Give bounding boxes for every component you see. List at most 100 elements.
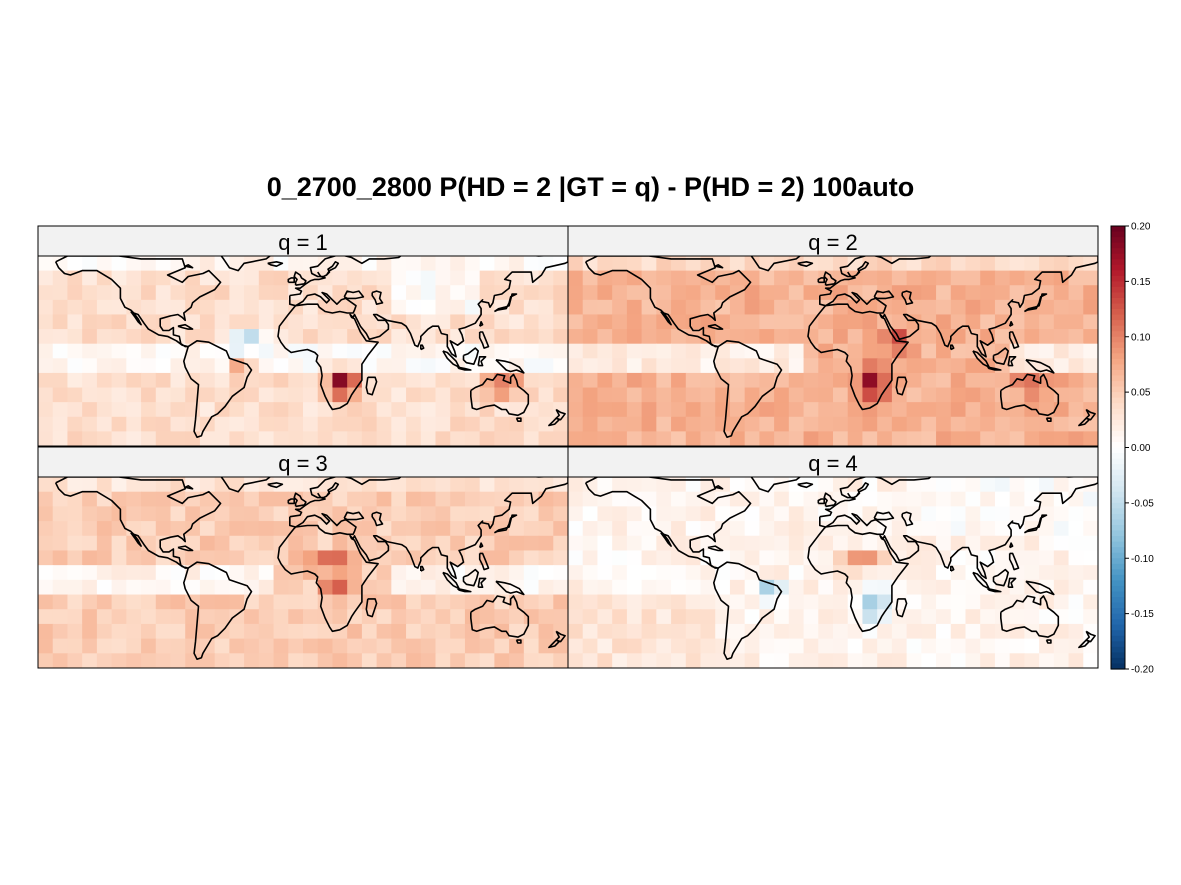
grid-cell	[303, 653, 319, 668]
grid-cell	[671, 372, 687, 389]
grid-cell	[582, 299, 599, 316]
grid-cell	[774, 431, 790, 446]
grid-cell	[523, 372, 540, 389]
grid-cell	[52, 594, 69, 610]
grid-cell	[597, 343, 613, 359]
grid-cell	[538, 623, 554, 640]
grid-cell	[612, 299, 628, 316]
grid-cell	[891, 521, 908, 537]
grid-cell	[332, 550, 348, 566]
colorbar-tick-label: -0.05	[1131, 498, 1154, 509]
grid-cell	[788, 270, 805, 286]
grid-cell	[1039, 299, 1055, 316]
grid-cell	[788, 299, 805, 316]
grid-cell	[1068, 343, 1084, 359]
grid-cell	[891, 256, 908, 272]
grid-cell	[980, 314, 996, 330]
grid-cell	[612, 535, 628, 552]
grid-cell	[1024, 653, 1040, 668]
grid-cell	[1053, 550, 1070, 566]
grid-cell	[332, 609, 348, 625]
grid-cell	[597, 521, 613, 537]
grid-cell	[891, 299, 908, 316]
grid-cell	[229, 343, 245, 359]
grid-cell	[52, 521, 69, 537]
grid-cell	[626, 343, 643, 359]
grid-cell	[612, 343, 628, 359]
grid-cell	[332, 579, 348, 596]
grid-cell	[906, 491, 922, 507]
grid-cell	[612, 431, 628, 446]
grid-cell	[877, 477, 893, 493]
coastline-path	[807, 477, 1098, 633]
coastline-path	[54, 256, 222, 348]
grid-cell	[877, 565, 893, 581]
grid-cell	[96, 506, 113, 522]
grid-cell	[67, 594, 83, 610]
colorbar-band	[1111, 397, 1125, 404]
grid-cell	[141, 638, 157, 654]
grid-cell	[303, 594, 319, 610]
grid-cell	[847, 521, 864, 537]
grid-cell	[626, 431, 643, 446]
grid-cell	[67, 506, 83, 522]
grid-cell	[464, 638, 481, 654]
coastline-path	[130, 532, 142, 547]
grid-cell	[361, 387, 378, 403]
grid-cell	[1053, 402, 1070, 418]
grid-cell	[656, 623, 672, 640]
grid-cell	[729, 550, 746, 566]
colorbar-band	[1111, 480, 1125, 487]
grid-cell	[597, 299, 613, 316]
grid-cell	[479, 256, 495, 272]
grid-cell	[833, 387, 849, 403]
grid-cell	[361, 256, 378, 272]
grid-cell	[759, 285, 775, 301]
grid-cell	[523, 431, 540, 446]
grid-cell	[744, 358, 760, 374]
grid-cell	[464, 299, 481, 316]
grid-cell	[332, 431, 348, 446]
grid-cell	[479, 623, 495, 640]
grid-cell	[1039, 491, 1055, 507]
grid-cell	[774, 299, 790, 316]
grid-cell	[626, 416, 643, 432]
grid-cell	[729, 387, 746, 403]
grid-cell	[1068, 521, 1084, 537]
grid-cell	[420, 256, 437, 272]
grid-cell	[1083, 314, 1098, 330]
grid-cell	[877, 609, 893, 625]
grid-cell	[391, 256, 407, 272]
grid-cell	[833, 579, 849, 596]
grid-cell	[950, 314, 967, 330]
grid-cell	[38, 372, 54, 389]
grid-cell	[671, 314, 687, 330]
grid-cell	[464, 372, 481, 389]
grid-cell	[818, 387, 834, 403]
grid-cell	[82, 609, 98, 625]
grid-cell	[111, 416, 127, 432]
grid-cell	[906, 387, 922, 403]
grid-cell	[303, 402, 319, 418]
grid-cell	[170, 372, 186, 389]
grid-cell	[391, 609, 407, 625]
grid-cell	[553, 506, 568, 522]
grid-cell	[406, 623, 422, 640]
grid-cell	[597, 402, 613, 418]
grid-cell	[185, 329, 201, 345]
grid-cell	[361, 416, 378, 432]
grid-cell	[1039, 477, 1055, 493]
grid-cell	[877, 594, 893, 610]
grid-cell	[877, 402, 893, 418]
coastline-path	[901, 511, 914, 527]
grid-cell	[1068, 550, 1084, 566]
coastline-path	[555, 408, 566, 421]
grid-cell	[671, 285, 687, 301]
grid-cell	[671, 550, 687, 566]
grid-cell	[538, 431, 554, 446]
grid-cell	[391, 477, 407, 493]
grid-cell	[258, 535, 275, 552]
panel-q4: q = 4	[567, 446, 1099, 669]
grid-cell	[877, 638, 893, 654]
grid-cell	[1053, 343, 1070, 359]
